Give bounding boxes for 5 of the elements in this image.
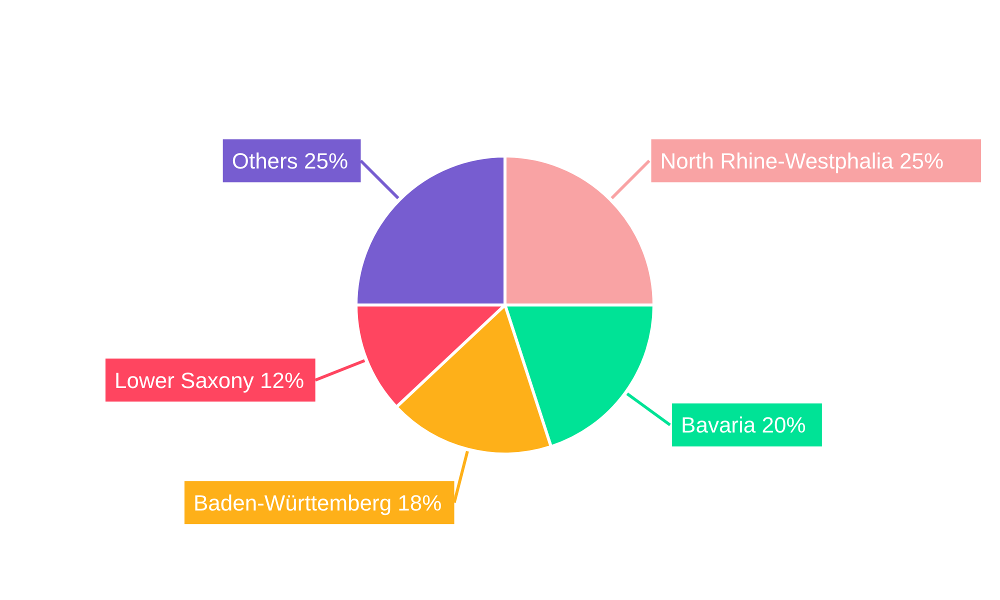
slice-label: Baden-Württemberg 18%: [193, 490, 442, 516]
slice-label: Others 25%: [232, 148, 348, 174]
slice-label: Bavaria 20%: [681, 412, 806, 438]
slice-label: North Rhine-Westphalia 25%: [660, 148, 944, 174]
slice-label: Lower Saxony 12%: [114, 368, 304, 393]
